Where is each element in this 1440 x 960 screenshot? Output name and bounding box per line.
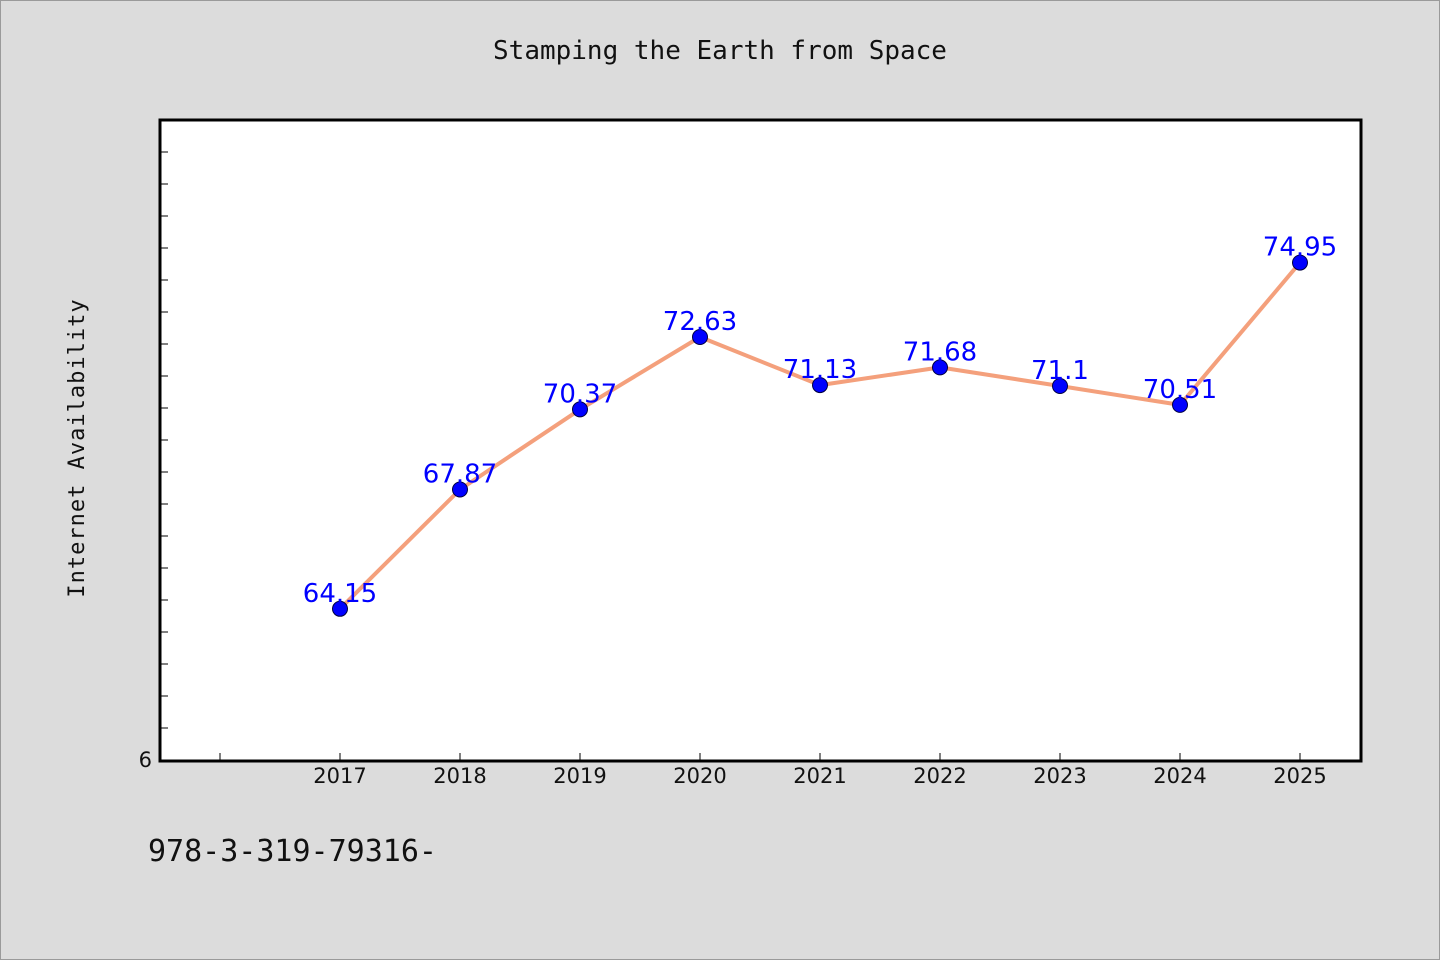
x-tick-label: 2019 (553, 764, 606, 788)
series-data-labels: 64.15 67.87 70.37 72.63 71.13 71.68 71.1 70.51 7… (303, 233, 1337, 609)
x-tick-label: 2017 (313, 764, 366, 788)
data-point-marker (452, 481, 468, 498)
data-point-marker (1172, 396, 1188, 413)
data-point-marker (1292, 254, 1308, 271)
x-tick-label: 2018 (433, 764, 486, 788)
data-label: 71.1 (1031, 356, 1089, 386)
data-label: 70.37 (543, 379, 617, 409)
data-point-marker (1052, 378, 1068, 394)
x-tick-label: 2023 (1033, 764, 1086, 788)
data-point-marker (932, 359, 948, 376)
data-point-marker (692, 329, 708, 345)
data-label: 71.68 (903, 337, 977, 367)
data-point-marker (812, 377, 828, 394)
chart-title: Stamping the Earth from Space (493, 36, 947, 66)
data-label: 64.15 (303, 579, 377, 609)
data-label: 70.51 (1143, 375, 1217, 405)
y-axis-label: Internet Availability (65, 298, 90, 597)
x-tick-label: 2022 (913, 764, 966, 788)
x-tick-label: 2021 (793, 764, 846, 788)
plot-area (158, 118, 1363, 763)
x-axis-tick-labels: 2017 2018 2019 2020 2021 2022 2023 2024 2025 (313, 764, 1326, 788)
series-markers (332, 254, 1308, 617)
data-label: 71.13 (783, 355, 857, 385)
x-tick-label: 2024 (1153, 764, 1206, 788)
y-axis-ticks (160, 151, 168, 761)
data-label: 67.87 (423, 460, 497, 490)
data-point-marker (332, 600, 348, 617)
data-label: 72.63 (663, 307, 737, 337)
data-label: 74.95 (1263, 233, 1337, 263)
x-axis-ticks (219, 753, 1301, 761)
x-tick-label: 2025 (1273, 764, 1326, 788)
y-tick-label: 6 (139, 748, 152, 772)
x-tick-label: 2020 (673, 764, 726, 788)
footer-code: 978-3-319-79316- (148, 834, 437, 869)
data-point-marker (572, 401, 588, 418)
